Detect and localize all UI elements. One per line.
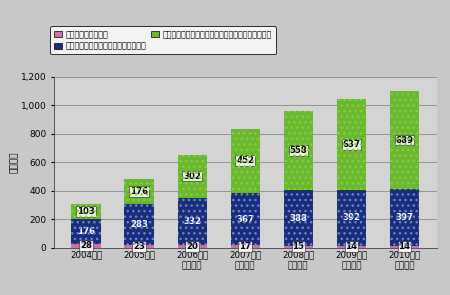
Y-axis label: （億円）: （億円） bbox=[10, 152, 19, 173]
Text: 302: 302 bbox=[183, 172, 201, 181]
Bar bbox=[390, 91, 419, 189]
Bar bbox=[337, 99, 366, 190]
Bar bbox=[178, 155, 207, 198]
Bar bbox=[390, 189, 419, 246]
Text: 176: 176 bbox=[130, 187, 148, 196]
Bar bbox=[231, 245, 260, 248]
Text: 452: 452 bbox=[236, 156, 254, 165]
Bar bbox=[390, 91, 419, 189]
Bar bbox=[125, 245, 153, 248]
Bar bbox=[178, 245, 207, 248]
Bar bbox=[337, 246, 366, 248]
Bar bbox=[178, 198, 207, 245]
Text: 388: 388 bbox=[289, 214, 307, 222]
Bar bbox=[125, 204, 153, 245]
Text: 392: 392 bbox=[342, 213, 360, 222]
Bar bbox=[337, 190, 366, 246]
Bar bbox=[72, 219, 101, 244]
Bar bbox=[337, 190, 366, 246]
Bar bbox=[390, 246, 419, 248]
Text: 23: 23 bbox=[133, 242, 145, 251]
Bar bbox=[231, 129, 260, 193]
Text: 332: 332 bbox=[183, 217, 201, 226]
Bar bbox=[178, 155, 207, 198]
Bar bbox=[72, 204, 101, 219]
Legend: ソフトウェア売上高, パブリッシング売上高（定額課金型）, パブリッシング売上高（アイテム課金型・その他）: ソフトウェア売上高, パブリッシング売上高（定額課金型）, パブリッシング売上高… bbox=[50, 26, 276, 55]
Bar bbox=[72, 244, 101, 248]
Bar bbox=[284, 190, 313, 246]
Bar bbox=[231, 193, 260, 245]
Text: 14: 14 bbox=[345, 242, 357, 251]
Bar bbox=[125, 179, 153, 204]
Bar bbox=[337, 99, 366, 190]
Bar bbox=[284, 111, 313, 190]
Text: 283: 283 bbox=[130, 220, 148, 229]
Text: 689: 689 bbox=[396, 136, 414, 145]
Bar bbox=[284, 190, 313, 246]
Text: 397: 397 bbox=[396, 213, 414, 222]
Bar bbox=[284, 246, 313, 248]
Text: 176: 176 bbox=[77, 227, 95, 236]
Bar bbox=[72, 219, 101, 244]
Text: 28: 28 bbox=[80, 241, 92, 250]
Bar bbox=[125, 204, 153, 245]
Text: 15: 15 bbox=[292, 242, 304, 251]
Bar bbox=[72, 204, 101, 219]
Bar bbox=[178, 198, 207, 245]
Bar bbox=[284, 111, 313, 190]
Text: 17: 17 bbox=[239, 242, 251, 251]
Text: 558: 558 bbox=[289, 146, 307, 155]
Bar bbox=[390, 189, 419, 246]
Text: 367: 367 bbox=[236, 215, 254, 224]
Text: 103: 103 bbox=[77, 207, 95, 216]
Text: 14: 14 bbox=[398, 242, 410, 251]
Bar bbox=[125, 179, 153, 204]
Text: 637: 637 bbox=[342, 140, 360, 149]
Bar bbox=[231, 129, 260, 193]
Text: 20: 20 bbox=[186, 242, 198, 251]
Bar bbox=[231, 193, 260, 245]
